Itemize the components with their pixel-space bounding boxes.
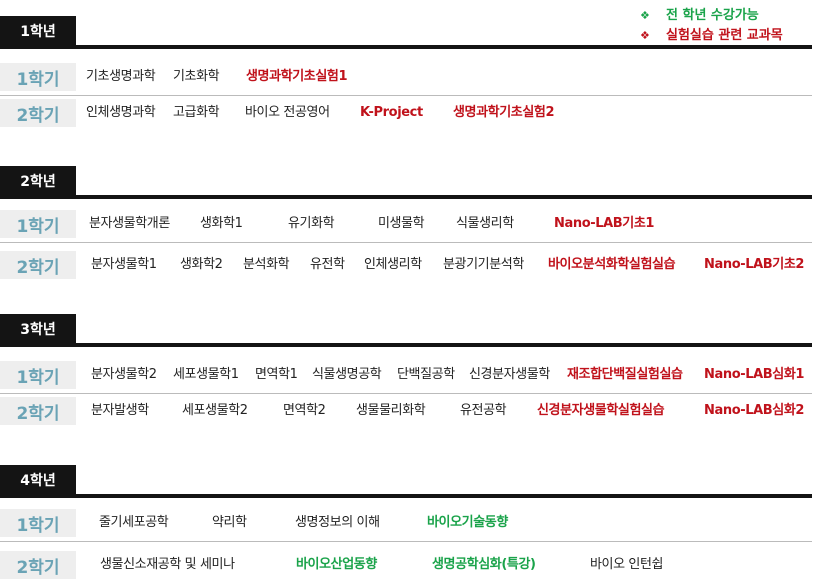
course-item-lab: 생명과학기초실험2: [453, 105, 555, 120]
semester-label: 2학기: [0, 251, 76, 279]
legend-label-all-years: 전 학년 수강가능: [666, 8, 759, 23]
course-item-all-years: 생명공학심화(특강): [432, 557, 536, 572]
course-item: 유기화학: [288, 216, 335, 231]
semester-row: 1학기 분자생물학개론 생화학1 유기화학 미생물학 식물생리학 Nano-LA…: [0, 210, 812, 243]
course-item-lab: Nano-LAB기초1: [554, 216, 655, 231]
diamond-bullet-icon: ❖: [640, 9, 650, 22]
course-item: 약리학: [212, 515, 247, 530]
row-divider: [0, 541, 812, 542]
year-title: 1학년: [0, 16, 76, 46]
course-item: 세포생물학2: [182, 403, 248, 418]
legend-item-lab-courses: ❖ 실험실습 관련 교과목: [640, 26, 783, 46]
course-item: 세포생물학1: [173, 367, 239, 382]
course-item: 분자생물학1: [91, 257, 157, 272]
year-title: 4학년: [0, 465, 76, 495]
semester-label: 1학기: [0, 210, 76, 238]
year-divider: [0, 195, 812, 199]
year-divider: [0, 494, 812, 498]
course-item: 생화학2: [180, 257, 223, 272]
course-item-lab: Nano-LAB기초2: [704, 257, 805, 272]
course-item: 기초생명과학: [86, 69, 156, 84]
course-item: 미생물학: [378, 216, 425, 231]
course-item: 인체생리학: [364, 257, 422, 272]
semester-row: 2학기 분자생물학1 생화학2 분석화학 유전학 인체생리학 분광기기분석학 바…: [0, 251, 812, 279]
course-item-all-years: 바이오산업동향: [296, 557, 377, 572]
course-item: 면역학2: [283, 403, 326, 418]
row-divider: [0, 393, 812, 394]
course-item: 고급화학: [173, 105, 220, 120]
semester-row: 1학기 분자생물학2 세포생물학1 면역학1 식물생명공학 단백질공학 신경분자…: [0, 361, 812, 394]
year-title: 3학년: [0, 314, 76, 344]
semester-row: 2학기 생물신소재공학 및 세미나 바이오산업동향 생명공학심화(특강) 바이오…: [0, 551, 812, 579]
course-item: 식물생리학: [456, 216, 514, 231]
course-item: 바이오 인턴쉽: [590, 557, 664, 572]
course-item-lab: Nano-LAB심화2: [704, 403, 805, 418]
year-divider: [0, 343, 812, 347]
course-item: 분광기기분석학: [443, 257, 524, 272]
course-item: 바이오 전공영어: [245, 105, 330, 120]
course-item: 식물생명공학: [312, 367, 382, 382]
course-item-lab: Nano-LAB심화1: [704, 367, 805, 382]
semester-label: 2학기: [0, 551, 76, 579]
course-item: 생화학1: [200, 216, 243, 231]
course-item: 인체생명과학: [86, 105, 156, 120]
course-item-lab: 생명과학기초실험1: [246, 69, 348, 84]
course-item: 단백질공학: [397, 367, 455, 382]
course-item: 생물신소재공학 및 세미나: [100, 557, 235, 572]
course-item: 줄기세포공학: [99, 515, 169, 530]
course-item-lab: K-Project: [360, 105, 423, 120]
course-item: 분자발생학: [91, 403, 149, 418]
semester-label: 2학기: [0, 397, 76, 425]
semester-label: 1학기: [0, 509, 76, 537]
legend-item-all-years: ❖ 전 학년 수강가능: [640, 6, 783, 26]
course-item: 생명정보의 이해: [295, 515, 380, 530]
year-title: 2학년: [0, 166, 76, 196]
course-item: 기초화학: [173, 69, 220, 84]
course-item: 분석화학: [243, 257, 290, 272]
course-item: 신경분자생물학: [469, 367, 550, 382]
diamond-bullet-icon: ❖: [640, 29, 650, 42]
semester-row: 2학기 분자발생학 세포생물학2 면역학2 생물물리화학 유전공학 신경분자생물…: [0, 397, 812, 425]
course-item-lab: 재조합단백질실험실습: [567, 367, 683, 382]
course-item: 면역학1: [255, 367, 298, 382]
course-item: 생물물리화학: [356, 403, 426, 418]
course-item: 유전공학: [460, 403, 507, 418]
semester-label: 1학기: [0, 361, 76, 389]
semester-row: 1학기 기초생명과학 기초화학 생명과학기초실험1: [0, 63, 812, 96]
legend: ❖ 전 학년 수강가능 ❖ 실험실습 관련 교과목: [640, 6, 783, 46]
semester-label: 1학기: [0, 63, 76, 91]
semester-label: 2학기: [0, 99, 76, 127]
course-item-all-years: 바이오기술동향: [427, 515, 508, 530]
legend-label-lab-courses: 실험실습 관련 교과목: [666, 28, 783, 43]
year-divider: [0, 45, 812, 49]
course-item: 유전학: [310, 257, 345, 272]
course-item: 분자생물학2: [91, 367, 157, 382]
row-divider: [0, 242, 812, 243]
row-divider: [0, 95, 812, 96]
semester-row: 1학기 줄기세포공학 약리학 생명정보의 이해 바이오기술동향: [0, 509, 812, 542]
course-item: 분자생물학개론: [89, 216, 170, 231]
course-item-lab: 바이오분석화학실험실습: [548, 257, 676, 272]
semester-row: 2학기 인체생명과학 고급화학 바이오 전공영어 K-Project 생명과학기…: [0, 99, 812, 127]
course-item-lab: 신경분자생물학실험실습: [537, 403, 665, 418]
